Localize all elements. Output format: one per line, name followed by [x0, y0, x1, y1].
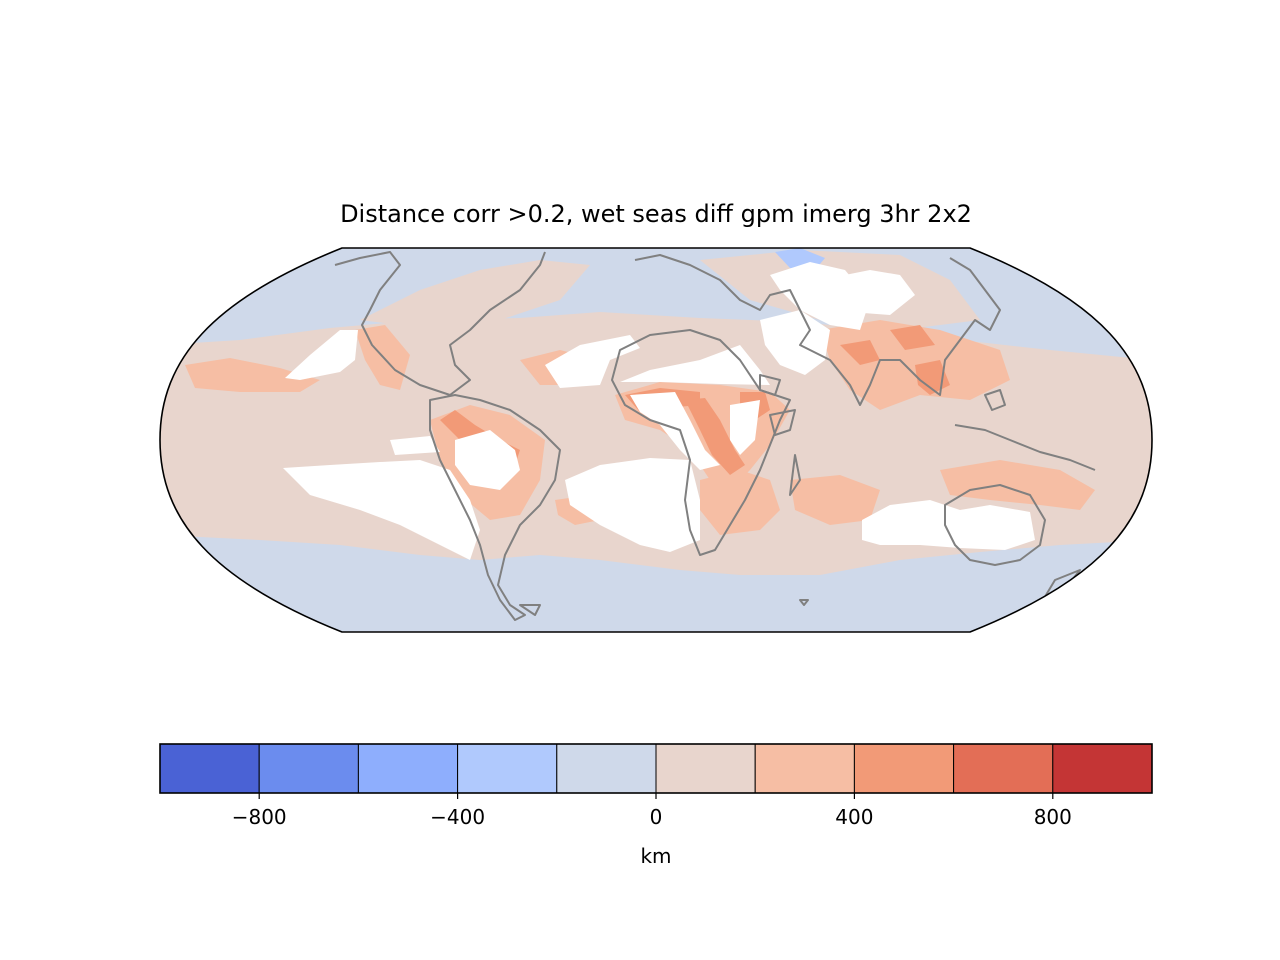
patch-southern-africa — [700, 470, 780, 535]
strong-china — [890, 325, 935, 350]
map-boundary — [159, 247, 1153, 633]
patch-maritime — [940, 460, 1095, 510]
colorbar-tick-label-4: 800 — [1034, 805, 1072, 829]
colorbar-bins — [159, 743, 1153, 794]
colorbar-bin-0 — [159, 743, 260, 794]
colorbar-bin-5 — [655, 743, 756, 794]
colorbar-bin-8 — [953, 743, 1054, 794]
patch-indian-ocean — [790, 475, 880, 525]
strong-india — [840, 340, 880, 365]
colorbar-bin-9 — [1052, 743, 1153, 794]
field-north-pacific — [360, 260, 590, 330]
colorbar-unit-label: km — [640, 844, 671, 868]
colorbar-bin-1 — [258, 743, 359, 794]
colorbar-tick-label-2: 0 — [650, 805, 663, 829]
colorbar-bin-6 — [754, 743, 855, 794]
colorbar-tick-label-0: −800 — [232, 805, 287, 829]
colorbar-bin-7 — [853, 743, 955, 794]
colorbar-tick-label-3: 400 — [835, 805, 873, 829]
colorbar-bin-3 — [457, 743, 558, 794]
colorbar-ticks: −800 −400 0 400 800 — [232, 793, 1072, 829]
coastlines — [334, 251, 1096, 621]
colorbar-bin-4 — [556, 743, 657, 794]
colorbar-tick-label-1: −400 — [430, 805, 485, 829]
colorbar-bin-2 — [357, 743, 459, 794]
map-field — [160, 248, 1152, 632]
map-title: Distance corr >0.2, wet seas diff gpm im… — [340, 200, 972, 228]
strong-congo — [685, 398, 745, 475]
patch-east-pacific — [185, 358, 320, 392]
missing-data-regions — [283, 262, 1035, 560]
world-map — [159, 247, 1153, 633]
